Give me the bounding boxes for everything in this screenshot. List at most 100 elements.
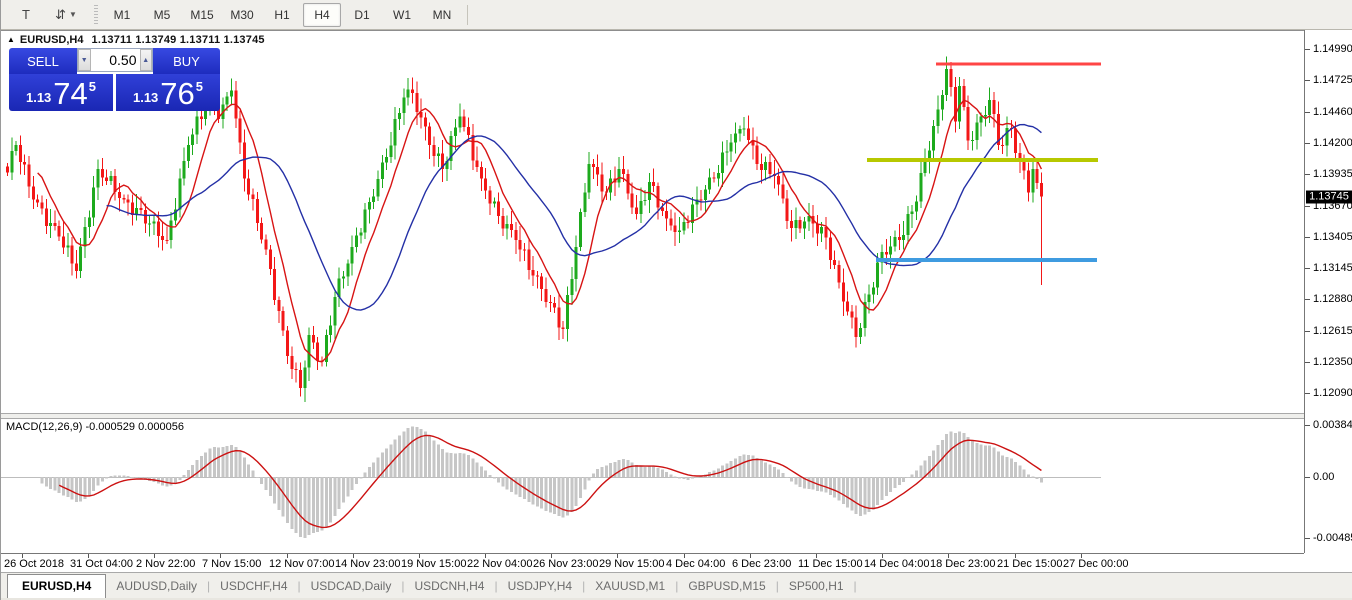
time-tick [551,554,552,558]
symbol-tab-bar: EURUSD,H4 AUDUSD,Daily | USDCHF,H4 | USDCAD,D… [1,572,1352,599]
time-tick [419,554,420,558]
tab-separator: | [207,579,211,593]
symbol-tab-gbpusd[interactable]: GBPUSD,M15 [688,579,766,593]
symbol-tab-usdcnh[interactable]: USDCNH,H4 [414,579,485,593]
macd-axis-tick [1305,477,1310,478]
text-tool-icon: T [22,7,30,22]
price-tick [1305,330,1310,332]
macd-axis-label: 0.00 [1313,471,1335,483]
time-tick [948,554,949,558]
time-tick [287,554,288,558]
tab-separator: | [853,579,857,593]
timeframe-button-m5[interactable]: M5 [153,7,171,22]
sell-price-prefix: 1.13 [25,90,52,105]
buy-price-big: 76 [160,76,195,111]
price-tick [1305,299,1310,301]
tab-separator: | [775,579,779,593]
time-tick-label: 18 Dec 23:00 [930,558,996,570]
time-tick [750,554,751,558]
time-tick-label: 4 Dec 04:00 [666,558,726,570]
timeframe-button-w1[interactable]: W1 [393,7,411,22]
time-axis[interactable]: 26 Oct 2018 31 Oct 04:00 2 Nov 22:00 7 Nov … [1,553,1304,572]
toolbar-separator [467,4,468,25]
buy-price-pip: 5 [195,79,204,94]
price-tick [1305,392,1310,394]
price-tick-label: 1.13935 [1313,168,1352,181]
time-tick [22,554,23,558]
buy-price-display[interactable]: 1.13 76 5 [116,74,220,111]
time-tick-label: 27 Dec 00:00 [1063,558,1129,570]
time-tick-label: 21 Dec 15:00 [997,558,1063,570]
chart-canvas[interactable] [1,30,1304,553]
price-tick-label: 1.13405 [1313,230,1352,243]
price-tick [1305,49,1310,51]
time-tick [485,554,486,558]
volume-input[interactable] [90,49,140,71]
time-tick-label: 2 Nov 22:00 [136,558,196,570]
timeframe-button-h1[interactable]: H1 [274,7,290,22]
timeframe-button-d1[interactable]: D1 [354,7,370,22]
price-axis[interactable]: 1.14990 1.14725 1.14460 1.14200 1.13935 1.136… [1304,30,1352,553]
price-tick [1305,111,1310,113]
volume-decrease-button[interactable]: ▼ [78,49,91,71]
chart-title: EURUSD,H4 [19,33,84,46]
time-tick [353,554,354,558]
price-tick-label: 1.13145 [1313,261,1352,274]
arrange-icon: ⇵ [55,6,66,22]
toolbar-grip[interactable] [94,4,98,25]
text-tool-button[interactable]: T [7,3,45,27]
time-tick-label: 31 Oct 04:00 [70,558,133,570]
timeframe-button-m1[interactable]: M1 [113,7,131,22]
price-tick-label: 1.12880 [1313,293,1352,306]
status-strip [1,598,1352,600]
time-tick-label: 11 Dec 15:00 [798,558,863,570]
timeframe-button-mn[interactable]: MN [432,7,452,22]
symbol-tab-audusd[interactable]: AUDUSD,Daily [116,579,198,593]
toolbar: T ⇵ ▼ M1 M5 M15 M30 H1 H4 D1 W1 MN [1,0,1352,30]
time-tick-label: 19 Nov 15:00 [401,558,467,570]
time-tick-label: 7 Nov 15:00 [202,558,262,570]
time-tick-label: 26 Oct 2018 [4,558,64,570]
price-tick-label: 1.14990 [1313,43,1352,56]
symbol-tab-usdjpy[interactable]: USDJPY,H4 [507,579,573,593]
time-tick-label: 29 Nov 15:00 [599,558,665,570]
symbol-tab-usdcad[interactable]: USDCAD,Daily [310,579,392,593]
price-tick [1305,80,1310,82]
timeframe-button-h4[interactable]: H4 [303,2,341,27]
timeframe-button-m30[interactable]: M30 [230,7,254,22]
sell-button[interactable]: SELL [9,48,77,74]
macd-axis-tick [1305,538,1310,539]
price-tick-label: 1.14725 [1313,74,1352,87]
price-tick-label: 1.12350 [1313,356,1352,369]
dropdown-caret-icon: ▼ [68,10,77,19]
symbol-tab-xauusd[interactable]: XAUUSD,M1 [595,579,666,593]
price-tick [1305,362,1310,364]
symbol-tab-eurusd[interactable]: EURUSD,H4 [7,574,107,599]
macd-axis-label: -0.004856 [1313,532,1352,544]
tab-separator: | [494,579,498,593]
volume-increase-button[interactable]: ▲ [139,49,152,71]
buy-button[interactable]: BUY [153,48,220,74]
timeframe-group: M1 M5 M15 M30 H1 H4 D1 W1 MN [102,2,462,27]
price-tick-label: 1.14460 [1313,105,1352,118]
time-tick [882,554,883,558]
symbol-tab-sp500[interactable]: SP500,H1 [788,579,844,593]
price-tick [1305,236,1310,238]
time-tick-label: 14 Nov 23:00 [335,558,401,570]
sell-price-pip: 5 [88,79,97,94]
price-tick [1305,142,1310,144]
price-tick-label: 1.12615 [1313,324,1352,337]
time-tick [220,554,221,558]
price-tick [1305,174,1310,176]
time-tick [816,554,817,558]
time-tick [88,554,89,558]
timeframe-button-m15[interactable]: M15 [190,7,214,22]
buy-price-prefix: 1.13 [132,90,159,105]
tab-separator: | [401,579,405,593]
collapse-icon[interactable]: ▲ [7,35,15,44]
sell-price-display[interactable]: 1.13 74 5 [9,74,113,111]
symbol-tab-usdchf[interactable]: USDCHF,H4 [220,579,288,593]
pane-splitter[interactable] [1,413,1304,419]
arrange-windows-button[interactable]: ⇵ ▼ [47,3,85,27]
tab-separator: | [675,579,679,593]
